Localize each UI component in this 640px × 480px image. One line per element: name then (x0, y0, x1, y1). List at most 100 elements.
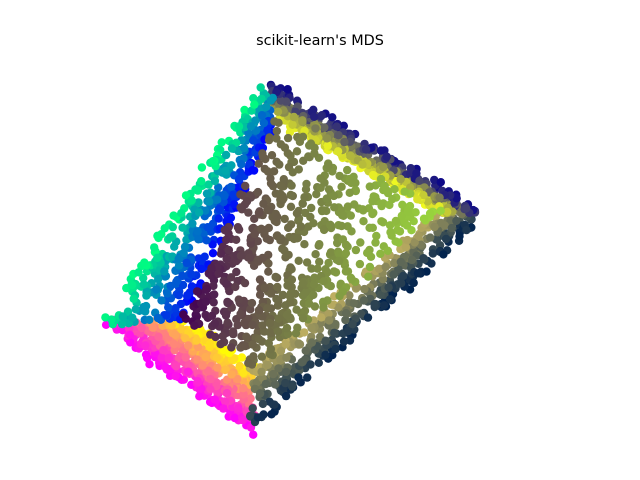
scatter-point (281, 340, 290, 349)
scatter-point (193, 355, 202, 364)
scatter-point (230, 354, 239, 363)
scatter-point (389, 270, 398, 279)
scatter-point (369, 208, 378, 217)
scatter-point (233, 374, 242, 384)
scatter-point (324, 185, 334, 194)
scatter-point (333, 147, 343, 156)
scatter-point (403, 207, 413, 216)
scatter-point (282, 323, 292, 333)
scatter-point (413, 195, 422, 204)
scatter-point (316, 112, 326, 121)
scatter-point (205, 197, 214, 206)
scatter-point (391, 216, 401, 226)
scatter-point (368, 197, 377, 206)
scatter-point (178, 271, 187, 281)
scatter-point (245, 253, 254, 262)
scatter-point (355, 259, 365, 269)
scatter-point (383, 188, 393, 198)
scatter-point (184, 361, 193, 370)
scatter-point (281, 391, 291, 401)
scatter-point (280, 143, 290, 152)
scatter-point (265, 328, 274, 337)
scatter-point (303, 373, 312, 382)
scatter-point (329, 191, 339, 200)
scatter-point (432, 235, 442, 244)
scatter-point (129, 294, 138, 303)
scatter-point (225, 286, 234, 296)
scatter-point (426, 233, 435, 242)
scatter-point (252, 378, 261, 387)
scatter-point (241, 341, 250, 351)
scatter-point (210, 319, 219, 328)
scatter-point (272, 126, 281, 136)
scatter-point (376, 249, 385, 258)
scatter-point (363, 248, 372, 258)
scatter-point (221, 235, 231, 245)
scatter-point (250, 100, 259, 109)
scatter-point (254, 255, 263, 264)
scatter-point (236, 251, 246, 260)
scatter-point (154, 274, 163, 284)
scatter-point (174, 291, 184, 300)
scatter-point (341, 267, 351, 276)
scatter-point (309, 219, 318, 228)
scatter-point (190, 321, 199, 330)
scatter-point (269, 369, 278, 379)
scatter-point (126, 338, 135, 347)
scatter-point (372, 231, 381, 241)
scatter-point (298, 357, 307, 367)
scatter-point (289, 112, 299, 122)
scatter-point (364, 272, 373, 281)
scatter-point (324, 161, 333, 170)
scatter-point (214, 269, 223, 278)
scatter-point (206, 385, 215, 394)
scatter-point (197, 264, 206, 274)
scatter-point (407, 255, 417, 265)
scatter-point (209, 298, 218, 307)
scatter-point (380, 301, 389, 310)
scatter-point (365, 182, 374, 191)
scatter-point (202, 284, 212, 294)
scatter-point (276, 96, 285, 105)
scatter-point (282, 353, 291, 362)
scatter-point (256, 83, 265, 92)
scatter-point (296, 222, 306, 231)
scatter-point (258, 312, 267, 321)
scatter-point (315, 257, 324, 266)
scatter-point (341, 315, 350, 325)
scatter-point (223, 298, 232, 308)
scatter-point (277, 181, 286, 191)
scatter-point (192, 336, 201, 345)
scatter-point (430, 175, 439, 185)
scatter-point (237, 160, 246, 169)
scatter-point (253, 237, 262, 246)
scatter-point (428, 249, 438, 258)
scatter-point (188, 219, 197, 228)
scatter-point (298, 291, 308, 300)
scatter-point (286, 263, 295, 272)
scatter-point (153, 313, 163, 323)
scatter-point (249, 136, 258, 145)
scatter-point (380, 181, 389, 191)
scatter-point (163, 289, 172, 298)
scatter-point (194, 198, 203, 207)
scatter-point (328, 113, 337, 122)
scatter-point (341, 309, 351, 318)
scatter-point (298, 117, 307, 127)
scatter-point (430, 222, 439, 232)
scatter-point (210, 395, 219, 404)
scatter-point (227, 161, 236, 170)
scatter-point (239, 390, 248, 399)
scatter-point (230, 200, 239, 209)
scatter-point (292, 147, 302, 156)
scatter-point (381, 262, 390, 272)
scatter-point (340, 137, 349, 147)
scatter-point (236, 203, 245, 212)
scatter-point (258, 321, 267, 330)
scatter-point (220, 225, 229, 235)
scatter-point (331, 319, 340, 329)
scatter-point (250, 229, 259, 239)
scatter-point (291, 329, 301, 338)
scatter-point (415, 176, 424, 185)
